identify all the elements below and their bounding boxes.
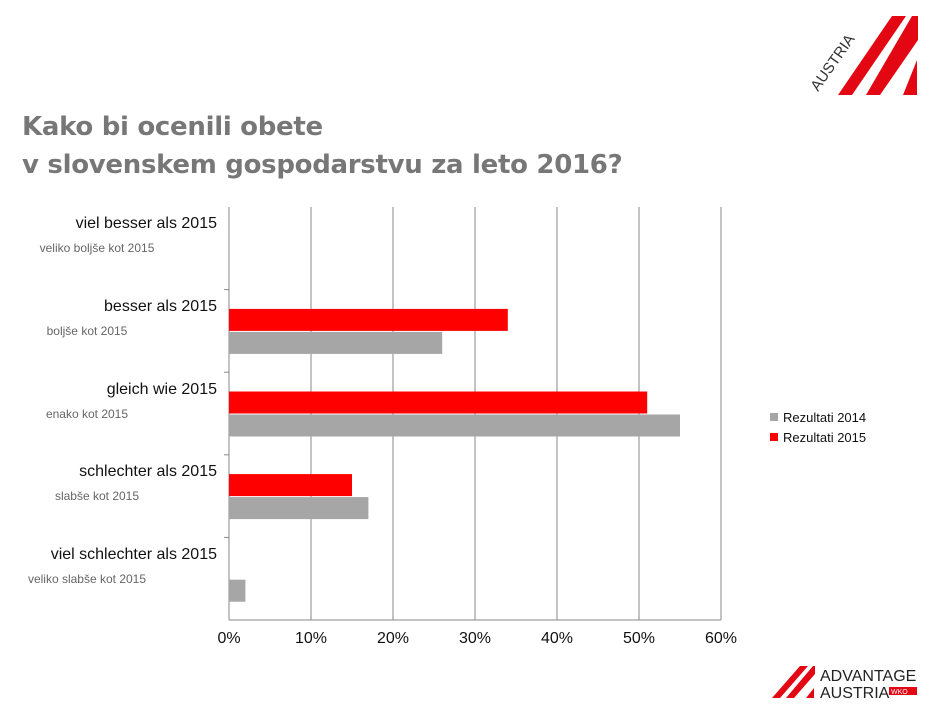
category-label: besser als 2015	[104, 297, 217, 315]
chart-title: Kako bi ocenili obete v slovenskem gospo…	[22, 112, 623, 180]
bar-rezultati-2014	[229, 331, 443, 354]
x-tick-label: 40%	[540, 630, 574, 647]
x-tick-label: 10%	[294, 630, 328, 647]
advantage-austria-logo: ADVANTAGE AUSTRIA WKO	[772, 666, 917, 702]
legend-item-2015: Rezultati 2015	[770, 427, 866, 447]
x-tick-label: 60%	[704, 630, 738, 647]
legend-item-2014: Rezultati 2014	[770, 407, 866, 427]
bar-rezultati-2014	[229, 414, 680, 437]
category-sublabel: veliko boljše kot 2015	[39, 241, 155, 256]
legend-swatch	[770, 433, 778, 441]
category-sublabel: slabše kot 2015	[54, 489, 140, 504]
svg-text:AUSTRIA: AUSTRIA	[820, 685, 890, 702]
category-label: viel besser als 2015	[75, 215, 217, 233]
bar-rezultati-2014	[229, 579, 246, 602]
category-label: schlechter als 2015	[79, 463, 217, 481]
bar-rezultati-2014	[229, 497, 369, 520]
category-sublabel: enako kot 2015	[45, 406, 129, 421]
x-tick-label: 20%	[376, 630, 410, 647]
bar-rezultati-2015	[229, 474, 352, 497]
category-sublabel: veliko slabše kot 2015	[27, 571, 147, 586]
x-tick-label: 50%	[622, 630, 656, 647]
bar-rezultati-2015	[229, 308, 508, 331]
svg-text:ADVANTAGE: ADVANTAGE	[820, 668, 916, 685]
category-sublabel: boljše kot 2015	[46, 323, 128, 338]
x-tick-label: 0%	[217, 630, 241, 647]
legend-swatch	[770, 413, 778, 421]
legend: Rezultati 2014 Rezultati 2015	[770, 407, 866, 447]
bar-rezultati-2015	[229, 391, 648, 414]
category-label: gleich wie 2015	[106, 380, 217, 398]
svg-text:WKO: WKO	[891, 689, 908, 696]
austria-logo: AUSTRIA	[807, 16, 918, 95]
x-tick-label: 30%	[458, 630, 492, 647]
category-label: viel schlechter als 2015	[50, 545, 217, 563]
